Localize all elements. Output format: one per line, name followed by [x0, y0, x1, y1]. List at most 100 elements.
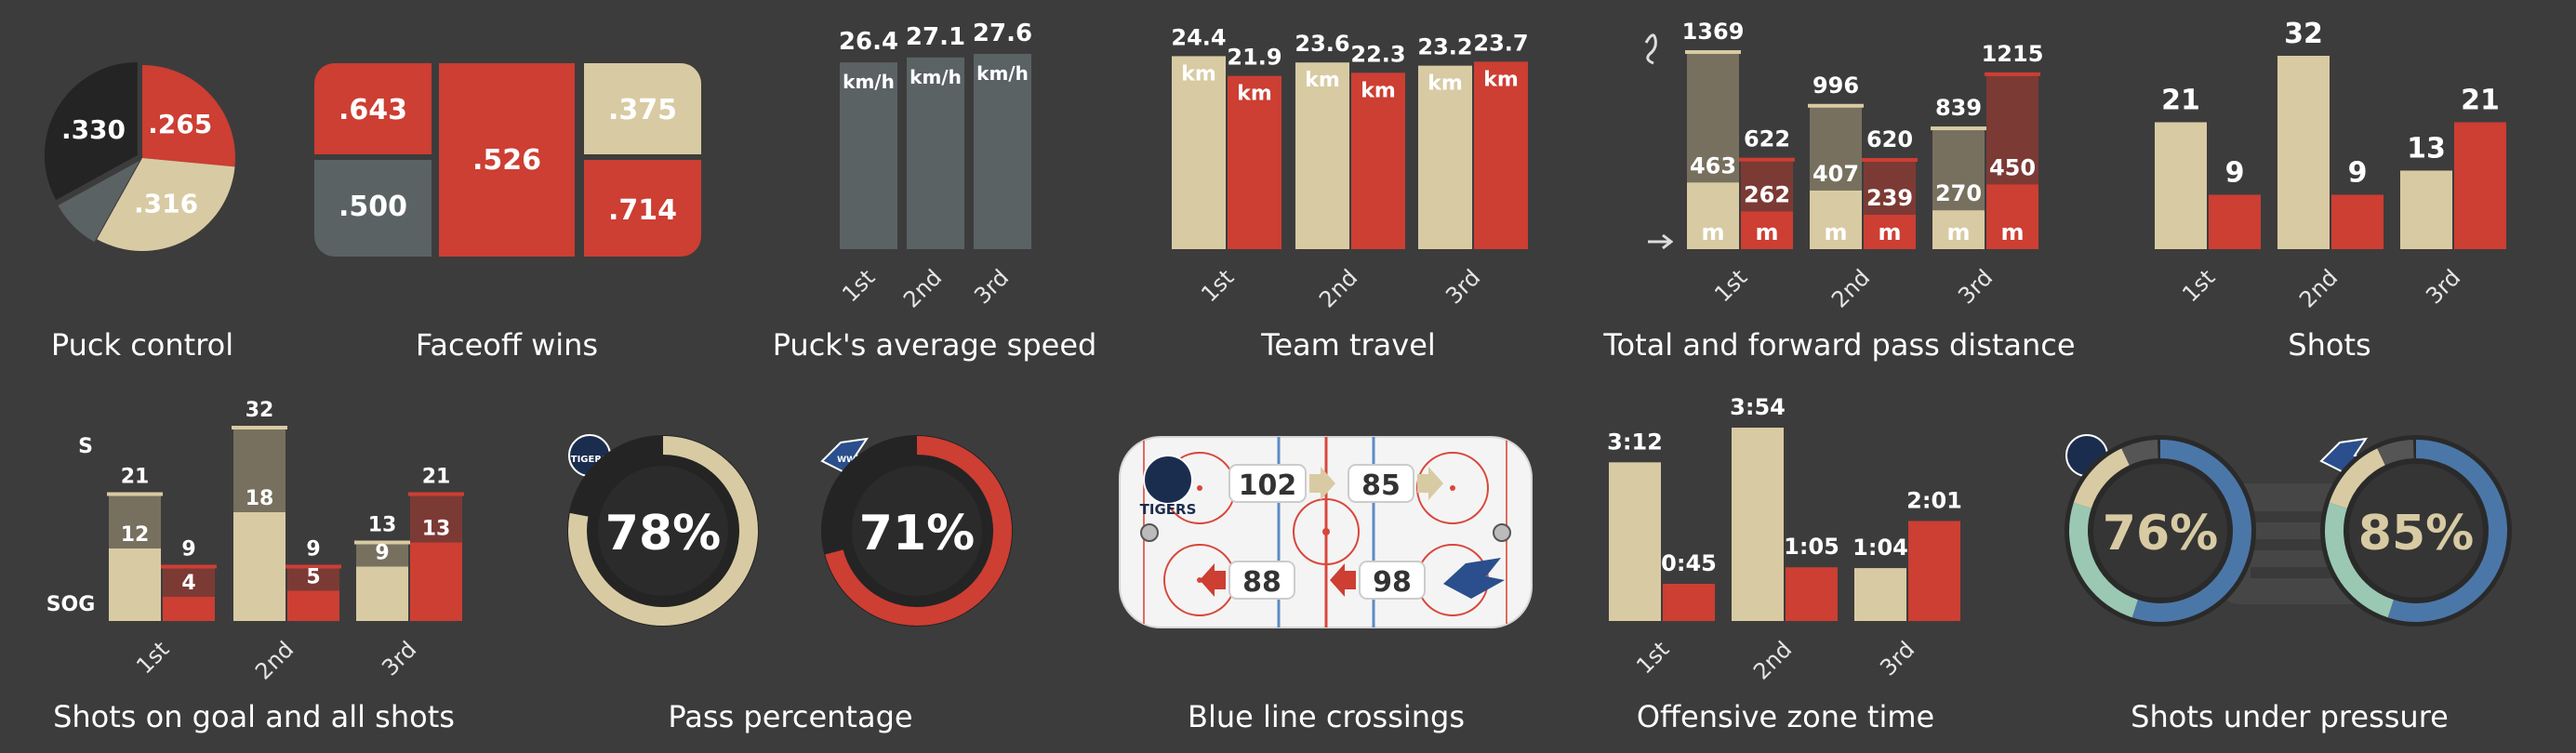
pass-distance-title: Total and forward pass distance	[1602, 327, 2075, 363]
pressure-value-1: 85%	[2358, 506, 2474, 561]
puck-control-pie: .330 .265 .316	[44, 61, 235, 251]
pass-forward-value-1st-1: 262	[1744, 181, 1790, 207]
sog-bar-1st-0	[109, 548, 161, 621]
pass-forward-bar-3rd-0	[1932, 210, 1985, 249]
pressure-arc-tan-1	[2329, 448, 2386, 509]
pressure-arc-green-1	[2325, 502, 2395, 618]
pressure-arc-tan-0	[2073, 448, 2131, 509]
pass-total-value-1st-0: 1369	[1682, 19, 1745, 45]
pass-total-cap-3rd-0	[1931, 126, 1986, 131]
arrow-left-icon	[1330, 563, 1356, 597]
speed-unit-3rd: km/h	[976, 62, 1029, 85]
squiggle-icon	[1644, 33, 1657, 65]
sog-bar-1st-1	[163, 597, 215, 621]
tick-label-3rd: 3rd	[969, 264, 1014, 309]
sog-shots-bar-3rd-0	[356, 542, 408, 567]
pass-total-bar-2nd-0	[1810, 105, 1862, 191]
sog-bar-3rd-1	[410, 542, 462, 621]
pressure-arc-gray-1	[2377, 440, 2414, 466]
pass-donut-hole-1	[852, 466, 982, 596]
faceoff-cell-3	[439, 63, 575, 257]
oz-bar-2nd-0	[1732, 428, 1784, 621]
tick-label-3rd: 3rd	[1875, 636, 1919, 680]
faceoff-label-2: .500	[339, 191, 407, 223]
pass-forward-value-3rd-0: 270	[1935, 180, 1982, 206]
tick-label-3rd: 3rd	[2421, 264, 2465, 309]
oz-value-3rd-1: 2:01	[1906, 487, 1962, 513]
shots-bar-3rd-0	[2400, 170, 2452, 249]
crossings-home-defend: 88	[1242, 566, 1281, 599]
arrow-right-icon	[1417, 467, 1443, 500]
shots-bar-3rd-1	[2454, 122, 2506, 249]
sog-shots-value-1st-1: 9	[181, 538, 195, 561]
faceoff-wins-title: Faceoff wins	[416, 327, 598, 363]
shots-bar-1st-1	[2209, 194, 2261, 249]
tick-label-2nd: 2nd	[898, 264, 947, 312]
crossings-away-attack: 98	[1373, 566, 1412, 599]
travel-bar-2nd-1	[1351, 73, 1405, 249]
pie-slice-other	[58, 160, 140, 243]
sog-shots-cap-3rd-1	[408, 492, 464, 496]
faceoff-label-1: .643	[339, 94, 407, 126]
speed-bar-1st	[840, 62, 897, 249]
travel-bar-3rd-1	[1474, 61, 1528, 250]
sog-shots-cap-1st-0	[107, 492, 163, 496]
faceoff-label-3: .526	[472, 144, 541, 177]
pie-label-.265: .265	[148, 109, 212, 139]
sog-row-label: SOG	[46, 593, 96, 616]
travel-value-1st-1: 21.9	[1227, 45, 1281, 71]
oz-bar-2nd-1	[1786, 567, 1838, 621]
shots-value-3rd-1: 21	[2461, 85, 2500, 117]
pie-label-.316: .316	[134, 189, 198, 219]
shots-row-label: S	[78, 435, 93, 458]
pass-donut-hole-0	[598, 466, 728, 596]
pass-distance-chart: 1369 463 m 622 262 m 996 407 m 620 239 m 839 270 m 1215…	[1644, 19, 2044, 313]
travel-value-2nd-1: 22.3	[1350, 41, 1405, 67]
shots-bar-2nd-1	[2331, 194, 2383, 249]
travel-bar-1st-0	[1172, 56, 1226, 249]
pass-total-bar-2nd-1	[1864, 159, 1916, 215]
oz-bar-3rd-0	[1854, 568, 1906, 621]
travel-value-3rd-0: 23.2	[1417, 34, 1472, 60]
pass-total-value-3rd-1: 1215	[1982, 41, 2044, 67]
sog-shots-value-3rd-0: 13	[368, 514, 397, 537]
sog-bar-2nd-1	[287, 590, 339, 621]
sog-shots-value-2nd-0: 32	[246, 399, 274, 422]
pass-donut-arc-0	[568, 436, 758, 626]
puck-speed-chart: 26.4 km/h 27.1 km/h 27.6 km/h 1st 2nd 3rd	[837, 20, 1032, 313]
pass-donut-value-1: 71%	[859, 506, 975, 561]
pass-percentage-title: Pass percentage	[668, 699, 912, 734]
sog-value-2nd-1: 5	[306, 566, 320, 589]
oz-value-1st-0: 3:12	[1607, 429, 1663, 455]
sog-shots-cap-1st-1	[161, 564, 217, 569]
shots-pressure-chart: 76% 85%	[2065, 434, 2512, 627]
shots-value-3rd-0: 13	[2407, 133, 2446, 165]
tick-label-1st: 1st	[131, 636, 174, 679]
sog-shots-cap-2nd-0	[232, 426, 287, 429]
shots-on-goal-chart: S SOG 21 12 9 4 32 18 9 5 13 9 21 13 1st 2nd 3rd	[46, 399, 464, 685]
pass-donut-arc-1	[825, 436, 1012, 626]
pass-total-bar-1st-1	[1741, 159, 1793, 212]
tick-label-2nd: 2nd	[250, 636, 299, 684]
sog-value-2nd-0: 18	[246, 487, 274, 510]
tigers-logo-text: TIGERS	[571, 455, 608, 465]
arrow-right-icon	[1309, 467, 1335, 500]
pass-unit-1st-0: m	[1701, 219, 1724, 245]
travel-unit-1st-1: km	[1237, 83, 1272, 106]
pass-forward-value-2nd-1: 239	[1866, 185, 1913, 211]
pressure-donut-hole-1	[2349, 464, 2483, 598]
pass-total-bar-1st-0	[1687, 52, 1739, 183]
sog-value-1st-1: 4	[181, 572, 195, 595]
tigers-rink-logo-icon: TIGERS	[1140, 455, 1196, 518]
pressure-arc-blue-1	[2387, 440, 2507, 622]
travel-unit-2nd-1: km	[1361, 79, 1396, 102]
tick-label-3rd: 3rd	[377, 636, 421, 680]
shots-bar-1st-0	[2155, 122, 2207, 249]
travel-unit-3rd-0: km	[1427, 73, 1463, 96]
pressure-arc-green-0	[2069, 502, 2139, 618]
speed-unit-1st: km/h	[843, 71, 895, 93]
travel-bar-2nd-0	[1295, 62, 1349, 250]
pass-total-cap-3rd-1	[1985, 72, 2040, 76]
forward-arrow-icon	[1648, 233, 1674, 250]
